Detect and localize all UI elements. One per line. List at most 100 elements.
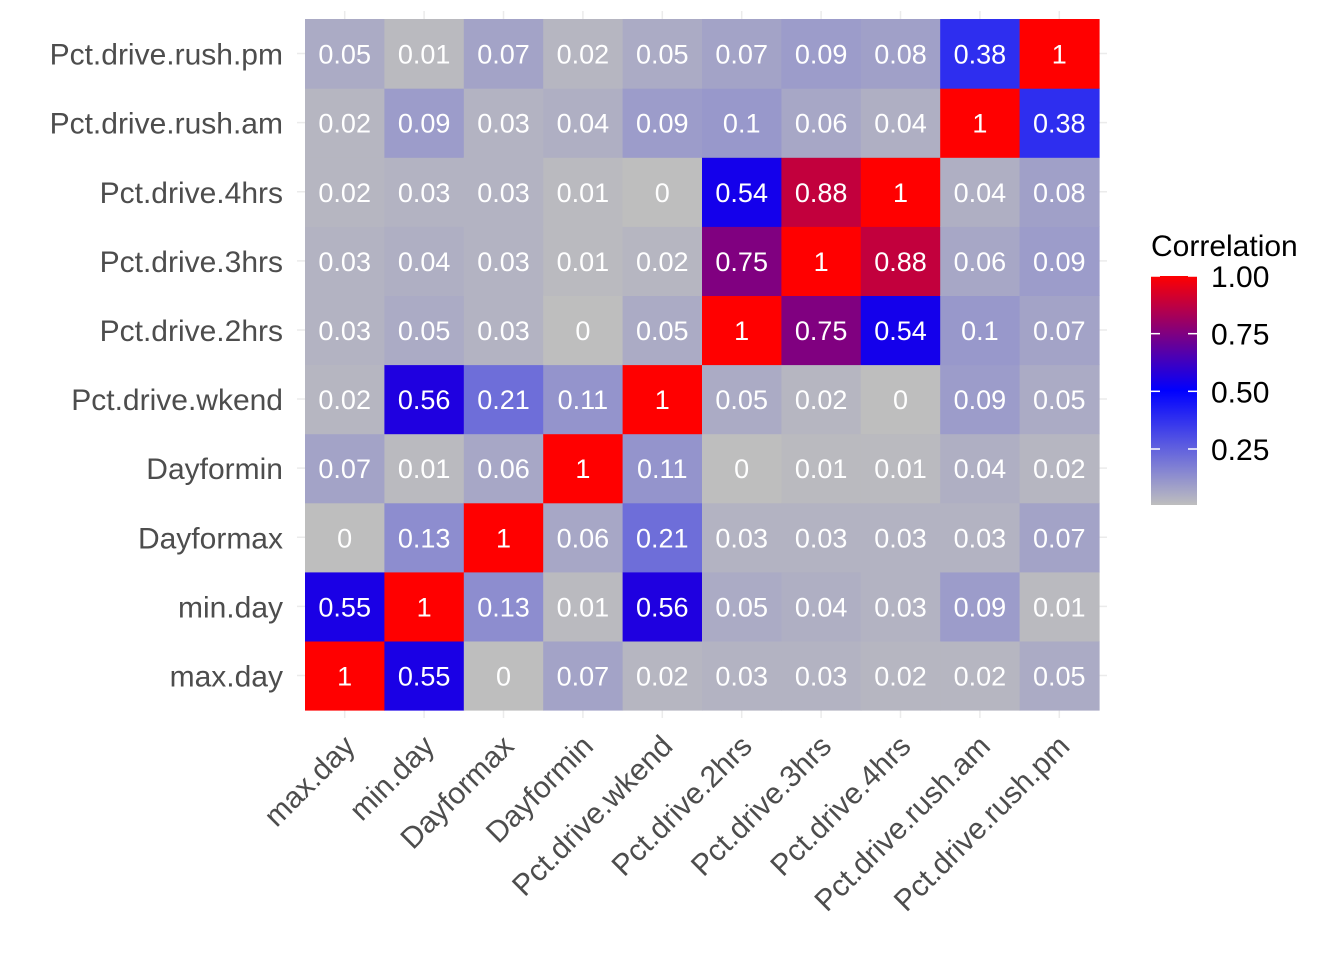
- heatmap-cell: [463, 295, 544, 366]
- heatmap-cell: [543, 433, 624, 504]
- cell-value-label: 1: [417, 592, 432, 622]
- cell-value-label: 1: [814, 247, 829, 277]
- heatmap-cell: [1019, 571, 1100, 642]
- cell-value-label: 0.09: [398, 109, 451, 139]
- heatmap-cell: [543, 571, 624, 642]
- heatmap-cell: [384, 157, 465, 227]
- cell-value-label: 0.02: [636, 661, 689, 691]
- heatmap-cell: [940, 157, 1021, 227]
- heatmap-cell: [860, 364, 941, 435]
- cell-value-labels: 1 0.55 0 0.07 0.02 0.03 0.03 0.02 0.02 0.05 0.55 1 0…: [318, 40, 1085, 692]
- heatmap-cell: [543, 364, 624, 435]
- cell-value-label: 0.02: [318, 109, 371, 139]
- heatmap-cell: [781, 295, 862, 366]
- y-tick-label: Dayformin: [146, 453, 283, 486]
- heatmap-cell: [781, 571, 862, 642]
- cell-value-label: 0.05: [715, 592, 768, 622]
- cell-value-label: 0.75: [795, 316, 848, 346]
- heatmap-cell: [940, 88, 1021, 158]
- cell-value-label: 0.03: [318, 247, 371, 277]
- heatmap-cell: [622, 502, 703, 573]
- cell-value-label: 0.03: [795, 661, 848, 691]
- cell-value-label: 0.03: [477, 316, 530, 346]
- heatmap-cell: [622, 640, 703, 711]
- heatmap-cell: [860, 433, 941, 504]
- cell-value-label: 0.03: [477, 178, 530, 208]
- heatmap-cell: [305, 19, 385, 89]
- heatmap-cell: [1019, 88, 1100, 158]
- cell-value-label: 0.07: [1033, 316, 1086, 346]
- cell-value-label: 0.07: [477, 40, 530, 70]
- heatmap-cell: [940, 295, 1021, 366]
- heatmap-cell: [305, 157, 385, 227]
- heatmap-cell: [384, 226, 465, 296]
- cell-value-label: 0.05: [636, 316, 689, 346]
- heatmap-cell: [463, 19, 544, 89]
- cell-value-label: 0: [337, 523, 352, 553]
- cell-value-label: 0.09: [954, 385, 1007, 415]
- heatmap-cell: [1019, 19, 1100, 89]
- heatmap-cell: [781, 433, 862, 504]
- cell-value-label: 0.88: [874, 247, 927, 277]
- cell-value-label: 0.08: [1033, 178, 1086, 208]
- cell-value-label: 0.01: [557, 178, 610, 208]
- cell-value-label: 0.04: [874, 109, 927, 139]
- cell-value-label: 0.05: [1033, 385, 1086, 415]
- cell-value-label: 0.03: [954, 523, 1007, 553]
- heatmap-cell: [781, 157, 862, 227]
- cell-value-label: 0: [575, 316, 590, 346]
- cell-value-label: 0.38: [1033, 109, 1086, 139]
- cell-value-label: 1: [337, 661, 352, 691]
- cell-value-label: 0.56: [398, 385, 451, 415]
- cell-value-label: 0.03: [477, 109, 530, 139]
- heatmap-cell: [622, 157, 703, 227]
- cell-value-label: 0.13: [477, 592, 530, 622]
- cell-value-label: 0.03: [715, 523, 768, 553]
- cell-value-label: 0.01: [557, 592, 610, 622]
- heatmap-cell: [781, 502, 862, 573]
- cell-value-label: 0.03: [715, 661, 768, 691]
- cell-value-label: 0.06: [954, 247, 1007, 277]
- cell-value-label: 0.01: [557, 247, 610, 277]
- cell-value-label: 0.06: [795, 109, 848, 139]
- heatmap-cell: [305, 640, 385, 711]
- heatmap-cell: [702, 640, 782, 711]
- cell-value-label: 0.21: [636, 523, 689, 553]
- heatmap-cell: [543, 226, 624, 296]
- heatmap-cell: [463, 226, 544, 296]
- x-tick-label: Pct.drive.2hrs: [606, 730, 759, 883]
- heatmap-cell: [543, 640, 624, 711]
- heatmap-cell: [860, 157, 941, 227]
- heatmap-cell: [1019, 640, 1100, 711]
- cell-value-label: 0.06: [557, 523, 610, 553]
- heatmap-cell: [384, 502, 465, 573]
- cell-value-label: 0.02: [795, 385, 848, 415]
- cell-value-label: 0.07: [1033, 523, 1086, 553]
- heatmap-cell: [702, 364, 782, 435]
- heatmap-cell: [543, 157, 624, 227]
- cell-value-label: 0.11: [637, 454, 688, 484]
- cell-value-label: 0.03: [795, 523, 848, 553]
- cell-value-label: 1: [575, 454, 590, 484]
- cell-value-label: 0.1: [723, 109, 761, 139]
- cell-value-label: 1: [496, 523, 511, 553]
- heatmap-cell: [860, 571, 941, 642]
- cell-value-label: 0: [734, 454, 749, 484]
- cell-value-label: 0.75: [715, 247, 768, 277]
- cell-value-label: 0.04: [954, 178, 1007, 208]
- heatmap-cell: [384, 433, 465, 504]
- cell-value-label: 0.56: [636, 592, 689, 622]
- x-axis-tick-labels: max.daymin.dayDayformaxDayforminPct.driv…: [258, 730, 1076, 918]
- heatmap-cell: [622, 226, 703, 296]
- heatmap-cell: [860, 19, 941, 89]
- heatmap-cell: [781, 640, 862, 711]
- legend-title: Correlation: [1151, 230, 1298, 263]
- cell-value-label: 1: [734, 316, 749, 346]
- heatmap-cell: [543, 502, 624, 573]
- cell-value-label: 0.01: [398, 454, 451, 484]
- cell-value-label: 1: [1052, 40, 1067, 70]
- legend-tick-label: 0.75: [1211, 319, 1269, 352]
- heatmap-cell: [940, 226, 1021, 296]
- y-tick-label: Pct.drive.rush.am: [50, 108, 283, 141]
- y-tick-label: Pct.drive.wkend: [71, 384, 283, 417]
